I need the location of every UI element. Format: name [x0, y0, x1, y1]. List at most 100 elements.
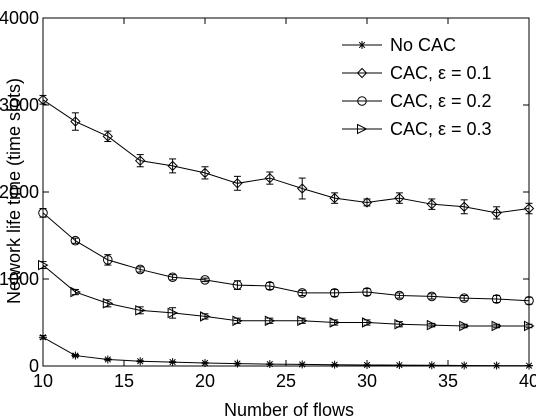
- error-bar: [201, 277, 209, 283]
- error-bar: [71, 237, 79, 244]
- y-tick-label: 2000: [0, 182, 39, 202]
- data-point: [427, 361, 436, 370]
- data-point: [264, 315, 276, 327]
- data-point: [362, 317, 373, 328]
- data-point: [329, 192, 340, 204]
- data-point: [102, 298, 114, 309]
- series-2: [37, 94, 535, 220]
- y-axis-label: Network life time (time slots): [4, 78, 24, 304]
- data-point: [298, 360, 307, 369]
- error-bar: [169, 307, 177, 319]
- data-point: [394, 318, 406, 330]
- data-point: [71, 351, 80, 360]
- data-point: [426, 319, 438, 331]
- data-point: [362, 287, 372, 297]
- x-tick-label: 10: [33, 371, 53, 391]
- x-tick-label: 25: [276, 371, 296, 391]
- data-point: [297, 288, 308, 298]
- y-tick-label: 1000: [0, 269, 39, 289]
- data-point: [167, 160, 178, 172]
- legend-label: CAC, ε = 0.1: [390, 63, 492, 83]
- legend: No CAC CAC, ε = 0.1 CAC, ε = 0.2 CAC, ε = 0…: [342, 35, 492, 139]
- data-point: [199, 167, 211, 179]
- error-bar: [169, 274, 177, 281]
- data-point: [394, 290, 405, 301]
- error-bar: [428, 293, 436, 300]
- y-tick-label: 3000: [0, 95, 39, 115]
- data-point: [329, 288, 340, 298]
- error-bar: [363, 198, 371, 207]
- axes: 10 15 20 25 30 35 40 0 1000 2000 3000 4000: [0, 8, 536, 391]
- legend-entry-4: CAC, ε = 0.3: [342, 119, 492, 139]
- data-point: [460, 361, 469, 370]
- data-point: [102, 131, 114, 142]
- data-point: [232, 280, 243, 290]
- error-bar: [298, 177, 306, 200]
- data-point: [135, 305, 146, 316]
- data-point: [265, 360, 274, 369]
- error-bar: [104, 130, 112, 143]
- data-point: [361, 197, 373, 208]
- error-bar: [136, 266, 144, 273]
- data-point: [134, 155, 146, 166]
- plot-area: [37, 94, 535, 370]
- data-point: [232, 178, 243, 189]
- series-line: [42, 99, 530, 214]
- x-tick-label: 20: [195, 371, 215, 391]
- data-point: [265, 281, 275, 291]
- data-point: [459, 320, 470, 332]
- data-point: [136, 357, 145, 366]
- data-point: [135, 264, 145, 275]
- data-point: [70, 235, 81, 246]
- legend-entry-1: No CAC: [342, 35, 456, 55]
- data-point: [491, 207, 502, 219]
- legend-label: CAC, ε = 0.3: [390, 119, 492, 139]
- error-bar: [395, 292, 403, 299]
- legend-marker: [358, 41, 366, 49]
- data-point: [200, 275, 210, 285]
- data-point: [330, 360, 339, 369]
- x-tick-label: 15: [114, 371, 134, 391]
- data-point: [426, 198, 438, 210]
- series-3: [38, 208, 534, 306]
- series-4: [38, 259, 535, 332]
- x-tick-label: 30: [357, 371, 377, 391]
- legend-entry-2: CAC, ε = 0.1: [342, 63, 492, 83]
- data-point: [168, 358, 177, 367]
- x-tick-label: 40: [519, 371, 536, 391]
- data-point: [200, 311, 211, 322]
- data-point: [70, 116, 81, 127]
- error-bar: [104, 254, 112, 266]
- data-point: [491, 294, 502, 304]
- y-tick-label: 4000: [0, 8, 39, 28]
- data-point: [395, 361, 404, 370]
- data-point: [232, 315, 244, 327]
- data-point: [459, 293, 470, 303]
- error-bar: [428, 198, 436, 210]
- error-bar: [71, 112, 79, 131]
- data-point: [167, 307, 179, 319]
- series-line: [42, 212, 530, 302]
- error-bar: [331, 192, 339, 204]
- data-point: [394, 192, 405, 204]
- legend-marker: [356, 67, 368, 79]
- x-tick-label: 35: [438, 371, 458, 391]
- error-bar: [395, 192, 403, 204]
- error-bar: [460, 295, 468, 302]
- x-axis-label: Number of flows: [224, 400, 354, 419]
- y-tick-label: 0: [29, 356, 39, 376]
- data-point: [297, 315, 308, 327]
- data-point: [264, 172, 276, 184]
- data-point: [103, 255, 113, 265]
- data-point: [458, 201, 470, 212]
- legend-entry-3: CAC, ε = 0.2: [342, 91, 492, 111]
- data-point: [491, 320, 503, 332]
- data-point: [233, 359, 242, 368]
- series-line: [42, 264, 529, 327]
- data-point: [296, 183, 308, 194]
- legend-label: No CAC: [390, 35, 456, 55]
- data-point: [103, 355, 112, 364]
- data-point: [329, 317, 341, 328]
- legend-marker: [357, 123, 368, 135]
